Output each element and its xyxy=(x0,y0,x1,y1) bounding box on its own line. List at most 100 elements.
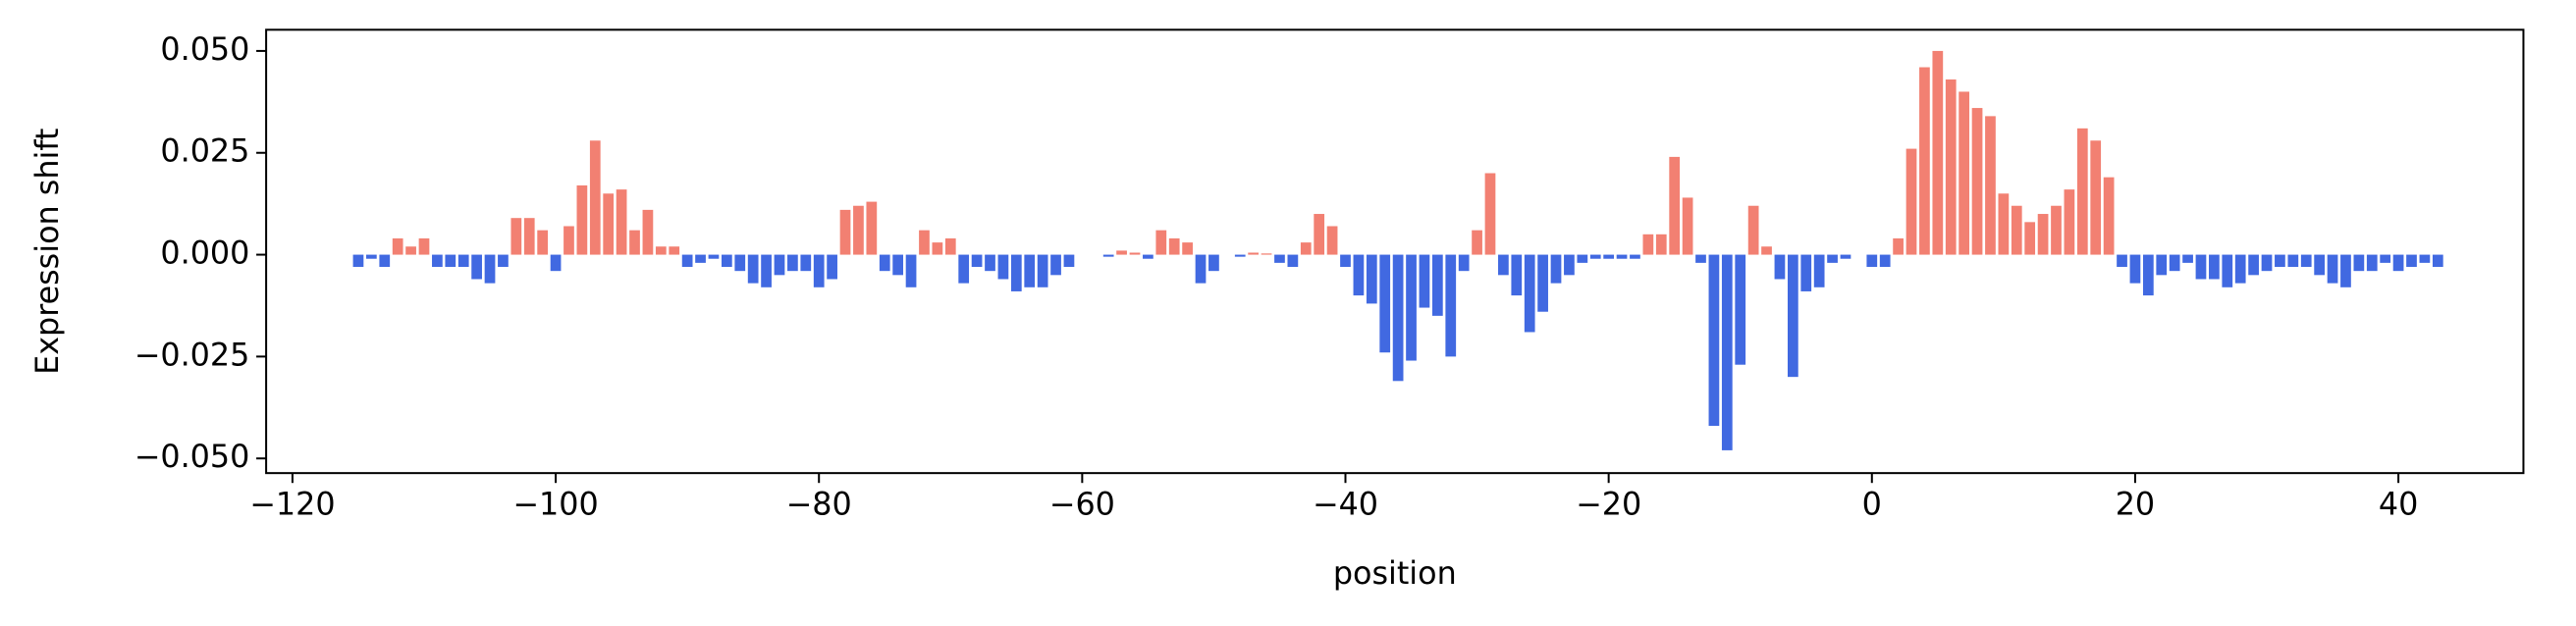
bar xyxy=(576,184,588,255)
bar xyxy=(1945,78,1957,255)
bar xyxy=(498,254,509,268)
bar xyxy=(958,254,970,284)
bar xyxy=(2392,254,2404,272)
bar xyxy=(1037,254,1048,287)
bar xyxy=(1010,254,1022,291)
bar xyxy=(564,226,574,255)
bar xyxy=(1577,254,1588,263)
bar xyxy=(1353,254,1365,296)
bar xyxy=(1498,254,1509,276)
y-tick-label: 0.025 xyxy=(160,133,249,170)
bar xyxy=(827,254,837,280)
bar xyxy=(1116,250,1127,255)
bar xyxy=(1050,254,1061,276)
bar xyxy=(1458,254,1470,272)
bar xyxy=(1234,254,1246,257)
bar xyxy=(1406,254,1417,361)
bar xyxy=(1326,226,1338,255)
bar xyxy=(1813,254,1825,287)
x-tick-label: 40 xyxy=(2379,487,2418,523)
bar xyxy=(1905,148,1917,255)
bar xyxy=(2366,254,2378,272)
bar xyxy=(2156,254,2168,276)
bar xyxy=(1524,254,1535,333)
bar xyxy=(813,254,825,287)
bar xyxy=(2129,254,2141,284)
bar xyxy=(734,254,746,272)
bar xyxy=(669,246,680,255)
bar xyxy=(1919,67,1930,255)
bar xyxy=(1511,254,1523,296)
bar xyxy=(405,246,416,255)
bar xyxy=(1682,197,1693,255)
bar xyxy=(2314,254,2325,276)
bar xyxy=(1998,193,2010,255)
bar xyxy=(1431,254,1443,316)
bar xyxy=(774,254,785,276)
y-axis-label: Expression shift xyxy=(29,129,66,375)
bar xyxy=(352,254,364,268)
bar xyxy=(1445,254,1457,357)
bar xyxy=(550,254,562,272)
bar xyxy=(379,254,391,268)
y-tick-label: 0.050 xyxy=(160,31,249,68)
bar xyxy=(2234,254,2246,284)
bar xyxy=(603,193,615,255)
x-tick-label: −20 xyxy=(1576,487,1641,523)
bar xyxy=(1484,173,1496,255)
x-tick-label: −120 xyxy=(249,487,335,523)
bar xyxy=(1182,242,1193,255)
bar xyxy=(2011,205,2022,255)
bar xyxy=(445,254,456,268)
bar xyxy=(1616,254,1628,259)
bar xyxy=(1721,254,1733,450)
bar xyxy=(2103,177,2115,255)
bar xyxy=(418,237,430,255)
bar xyxy=(523,218,535,255)
bar xyxy=(1827,254,1838,263)
bar xyxy=(2209,254,2220,280)
y-tick-label: −0.050 xyxy=(134,439,250,475)
bar xyxy=(800,254,812,272)
bar xyxy=(944,237,956,255)
bar xyxy=(2090,140,2102,255)
bar xyxy=(642,209,654,255)
bar xyxy=(1063,254,1075,268)
bar xyxy=(2380,254,2391,263)
bar xyxy=(1392,254,1404,382)
bar xyxy=(695,254,706,263)
bar xyxy=(1971,108,1983,255)
x-tick-label: 20 xyxy=(2116,487,2155,523)
bar xyxy=(457,254,469,268)
bar xyxy=(1102,254,1114,257)
bar xyxy=(985,254,995,272)
bar xyxy=(1735,254,1746,365)
bar xyxy=(1379,254,1391,353)
bar xyxy=(1774,254,1786,280)
bar xyxy=(1287,254,1299,268)
bar xyxy=(510,218,522,255)
bar xyxy=(905,254,917,287)
bar xyxy=(616,189,627,255)
bar xyxy=(1168,237,1180,255)
bar xyxy=(1314,214,1325,255)
bar xyxy=(2406,254,2417,268)
bar xyxy=(1537,254,1548,312)
bar xyxy=(1893,237,1904,255)
bar xyxy=(1248,252,1260,255)
bar xyxy=(1840,254,1852,259)
x-tick-label: 0 xyxy=(1862,487,1882,523)
bar xyxy=(1932,50,1944,255)
bar xyxy=(1655,234,1667,255)
bar xyxy=(1589,254,1601,259)
bar xyxy=(839,209,851,255)
bar xyxy=(879,254,890,272)
y-tick-label: −0.025 xyxy=(134,337,250,373)
bar xyxy=(432,254,443,268)
bar xyxy=(2222,254,2233,287)
bar xyxy=(1564,254,1575,276)
bar xyxy=(932,242,943,255)
bar xyxy=(1340,254,1351,268)
bar xyxy=(761,254,772,287)
